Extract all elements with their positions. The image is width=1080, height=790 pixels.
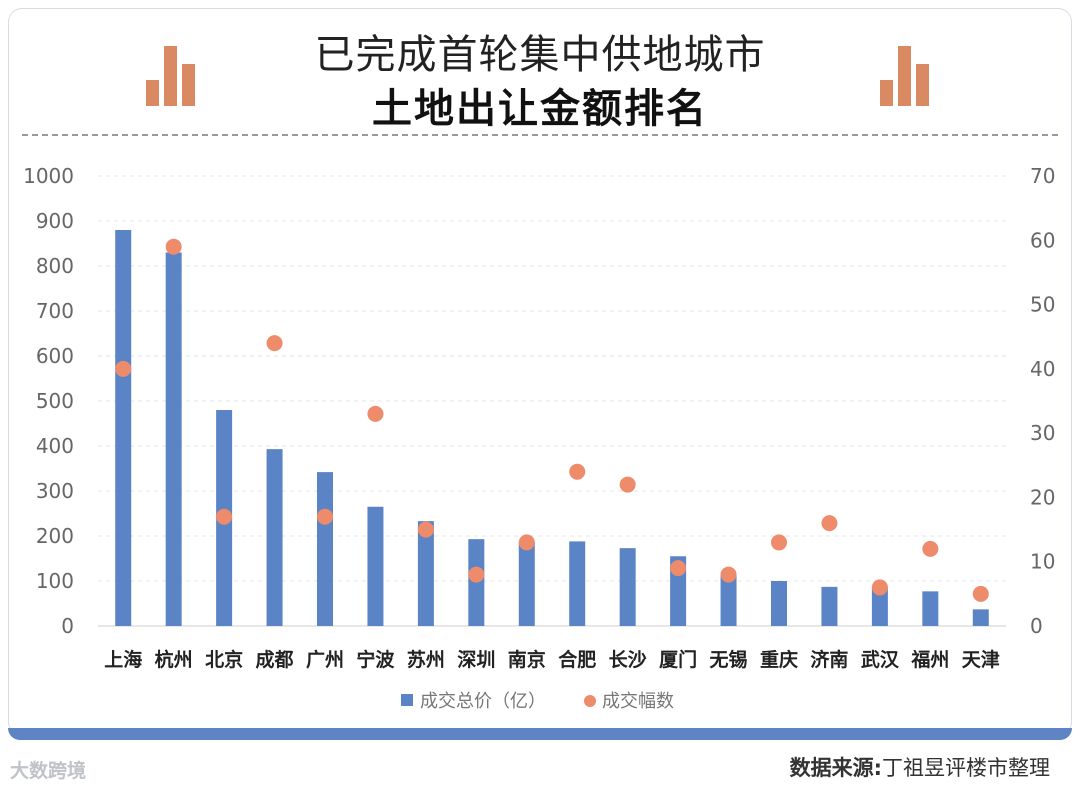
category-label: 成都 <box>256 648 294 671</box>
left-tick-label: 100 <box>36 569 74 593</box>
scatter-series <box>115 238 989 602</box>
left-tick-label: 700 <box>36 299 74 323</box>
bar <box>720 575 737 626</box>
title-divider <box>22 134 1058 136</box>
bar <box>165 252 182 626</box>
bar-series <box>115 230 989 626</box>
category-label: 广州 <box>306 648 344 671</box>
chart-title-line1: 已完成首轮集中供地城市 <box>314 32 766 78</box>
right-tick-label: 50 <box>1030 293 1055 317</box>
category-label: 苏州 <box>407 648 445 671</box>
right-tick-label: 60 <box>1030 228 1055 252</box>
category-label: 上海 <box>104 648 142 671</box>
legend: 成交总价（亿） 成交幅数 <box>401 691 674 712</box>
right-tick-label: 10 <box>1030 550 1055 574</box>
bar-chart-deco-icon-left <box>146 46 198 106</box>
watermark-logo: 大数跨境 <box>10 760 87 782</box>
chart-title-line2: 土地出让金额排名 <box>372 86 708 132</box>
left-tick-label: 800 <box>36 254 74 278</box>
left-tick-label: 900 <box>36 209 74 233</box>
bar <box>266 449 283 626</box>
bar <box>115 230 132 626</box>
category-label: 深圳 <box>457 648 495 671</box>
card-bottom-border <box>8 728 1072 740</box>
category-label: 合肥 <box>558 648 596 671</box>
bar <box>922 591 939 626</box>
category-label: 武汉 <box>861 649 900 671</box>
scatter-point <box>266 335 283 352</box>
legend-dot-label: 成交幅数 <box>602 691 674 712</box>
right-tick-label: 70 <box>1030 164 1055 188</box>
category-label: 南京 <box>508 648 546 671</box>
left-tick-label: 300 <box>36 479 74 503</box>
scatter-point <box>670 560 687 577</box>
bar <box>871 587 888 626</box>
category-label: 北京 <box>205 648 243 671</box>
right-tick-label: 30 <box>1030 421 1055 445</box>
bar <box>569 541 586 626</box>
category-label: 无锡 <box>710 648 748 671</box>
scatter-point <box>417 521 434 538</box>
bar <box>468 539 485 626</box>
bar <box>317 472 333 626</box>
category-label: 宁波 <box>356 648 395 671</box>
legend-bar-swatch <box>401 694 413 706</box>
category-label: 杭州 <box>155 648 193 671</box>
scatter-point <box>972 585 989 602</box>
left-tick-label: 0 <box>61 614 74 638</box>
category-label: 长沙 <box>609 649 647 671</box>
category-axis: 上海 杭州 北京 成都 广州 宁波 苏州 深圳 南京 合肥 长沙 厦门 无锡 重庆 济南 武汉 福州 天津 <box>104 648 1000 671</box>
source-note: 数据来源:丁祖昱评楼市整理 <box>790 752 1050 782</box>
left-tick-label: 600 <box>36 344 74 368</box>
right-axis: 0 10 20 30 40 50 60 70 <box>1030 164 1055 638</box>
right-tick-label: 40 <box>1030 357 1055 381</box>
category-label: 福州 <box>910 648 949 671</box>
scatter-point <box>317 508 333 525</box>
scatter-point <box>871 579 888 596</box>
scatter-point <box>367 405 384 422</box>
right-tick-label: 0 <box>1030 614 1043 638</box>
source-value: 丁祖昱评楼市整理 <box>882 756 1050 780</box>
scatter-point <box>619 476 636 493</box>
category-label: 济南 <box>810 648 848 671</box>
legend-dot-swatch <box>584 695 596 707</box>
category-label: 重庆 <box>760 648 798 671</box>
gridlines <box>98 175 1006 627</box>
source-label: 数据来源: <box>789 756 882 780</box>
bar <box>972 609 989 626</box>
scatter-point <box>216 508 233 525</box>
right-tick-label: 20 <box>1030 485 1055 509</box>
bar <box>771 581 787 626</box>
category-label: 天津 <box>962 648 1000 671</box>
scatter-point <box>115 360 132 377</box>
scatter-point <box>771 534 787 551</box>
bar <box>821 586 838 626</box>
scatter-point <box>518 534 535 551</box>
bar <box>367 506 384 626</box>
category-label: 厦门 <box>659 648 697 671</box>
legend-bar-label: 成交总价（亿） <box>420 691 546 712</box>
scatter-point <box>468 566 485 583</box>
scatter-point <box>720 566 737 583</box>
bar-chart-deco-icon-right <box>880 46 932 106</box>
left-tick-label: 400 <box>36 434 74 458</box>
left-tick-label: 500 <box>36 389 74 413</box>
scatter-point <box>922 540 939 557</box>
scatter-point <box>821 515 838 532</box>
scatter-point <box>569 463 586 480</box>
bar <box>417 521 434 626</box>
left-axis: 0 100 200 300 400 500 600 700 800 900 1000 <box>23 164 74 638</box>
scatter-point <box>165 238 182 255</box>
bar <box>619 548 636 626</box>
left-tick-label: 200 <box>36 524 74 548</box>
bar <box>518 541 535 626</box>
left-tick-label: 1000 <box>23 164 74 188</box>
chart-card <box>8 8 1072 736</box>
